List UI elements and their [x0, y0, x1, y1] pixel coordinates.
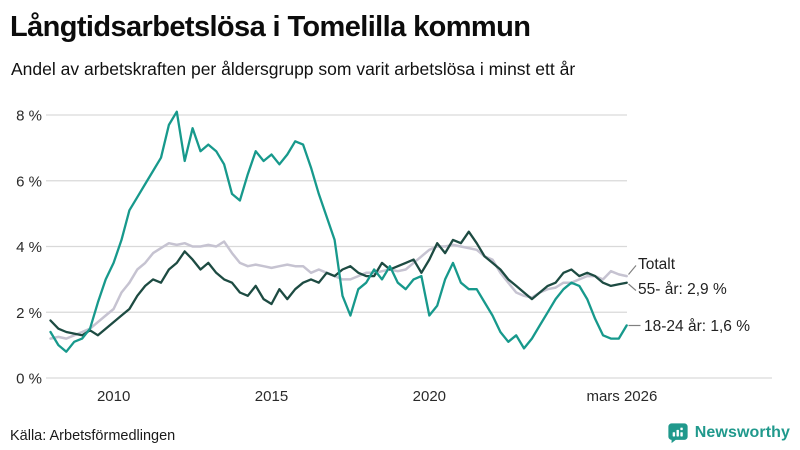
newsworthy-icon: [668, 423, 688, 444]
svg-text:4 %: 4 %: [16, 239, 42, 256]
series-lines: [49, 110, 628, 353]
source-note: Källa: Arbetsförmedlingen: [10, 428, 176, 444]
svg-text:2010: 2010: [97, 388, 130, 405]
svg-text:2015: 2015: [255, 388, 288, 405]
svg-text:mars 2026: mars 2026: [586, 388, 657, 405]
svg-text:0 %: 0 %: [16, 371, 42, 388]
svg-text:55- år: 2,9 %: 55- år: 2,9 %: [638, 281, 727, 298]
brand-name: Newsworthy: [694, 424, 790, 441]
gridlines: [46, 114, 772, 379]
x-axis-labels: 2010 2015 2020 mars 2026: [97, 388, 657, 405]
svg-text:8 %: 8 %: [16, 108, 42, 125]
svg-text:2 %: 2 %: [16, 305, 42, 322]
svg-text:18-24 år: 1,6 %: 18-24 år: 1,6 %: [644, 318, 750, 335]
leader-lines: [628, 265, 641, 327]
y-axis-labels: 0 % 2 % 4 % 6 % 8 %: [16, 108, 42, 388]
svg-text:6 %: 6 %: [16, 173, 42, 190]
page-subtitle: Andel av arbetskraften per åldersgrupp s…: [11, 59, 576, 79]
page-title: Långtidsarbetslösa i Tomelilla kommun: [10, 11, 531, 43]
svg-text:Totalt: Totalt: [638, 256, 676, 273]
brand-logo: Newsworthy: [667, 422, 790, 444]
svg-text:2020: 2020: [413, 388, 446, 405]
unemployment-line-chart: 0 % 2 % 4 % 6 % 8 % 2010 2015 2020 mars 2026 To…: [16, 108, 772, 405]
end-of-line-labels: Totalt 55- år: 2,9 % 18-24 år: 1,6 %: [638, 256, 750, 335]
